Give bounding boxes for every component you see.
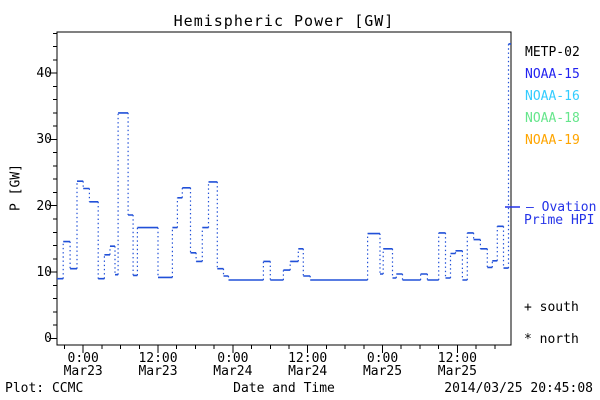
x-tick-time: 12:00 [288, 351, 328, 366]
x-tick-label: 12:00 Mar23 [126, 352, 190, 378]
axis-ticks [49, 32, 496, 353]
x-tick-label: 12:00 Mar24 [276, 352, 340, 378]
plot-border [56, 31, 512, 346]
x-tick-label: 0:00 Mar25 [351, 352, 415, 378]
plot-credit: Plot: CCMC [5, 381, 84, 396]
x-tick-time: 0:00 [366, 351, 399, 366]
legend-item-noaa-19: NOAA-19 [525, 133, 580, 148]
chart-title: Hemispheric Power [GW] [173, 12, 395, 30]
x-tick-time: 12:00 [138, 351, 178, 366]
south-marker-label: + south [524, 300, 579, 315]
x-tick-date: Mar23 [63, 364, 103, 379]
x-tick-label: 12:00 Mar25 [425, 352, 489, 378]
x-axis-label: Date and Time [233, 381, 335, 396]
x-tick-date: Mar24 [288, 364, 328, 379]
x-tick-date: Mar25 [362, 364, 403, 379]
y-tick-label: 20 [36, 198, 52, 214]
x-tick-time: 0:00 [217, 351, 249, 366]
x-tick-date: Mar23 [138, 364, 178, 379]
legend-item-metp-02: METP-02 [525, 45, 580, 60]
y-tick-label: 0 [44, 331, 52, 347]
x-tick-date: Mar24 [213, 364, 253, 379]
x-tick-label: 0:00 Mar23 [51, 352, 115, 378]
legend-item-noaa-16: NOAA-16 [525, 89, 580, 104]
y-tick-label: 40 [36, 66, 52, 82]
x-tick-label: 0:00 Mar24 [201, 352, 265, 378]
ovation-legend-line1: – Ovation [526, 200, 597, 215]
ovation-legend-line2: Prime HPI [524, 213, 595, 228]
y-tick-label: 10 [36, 265, 52, 281]
plot-timestamp: 2014/03/25 20:45:08 [444, 381, 593, 396]
x-tick-date: Mar25 [437, 364, 477, 379]
legend-item-noaa-18: NOAA-18 [525, 111, 580, 126]
hpi-step-line [57, 43, 511, 281]
x-tick-time: 12:00 [437, 351, 477, 366]
legend-item-noaa-15: NOAA-15 [525, 67, 580, 82]
north-marker-label: * north [524, 332, 579, 347]
x-tick-time: 0:00 [67, 351, 99, 366]
y-tick-label: 30 [36, 132, 52, 148]
hpi-step-risers [62, 43, 510, 280]
